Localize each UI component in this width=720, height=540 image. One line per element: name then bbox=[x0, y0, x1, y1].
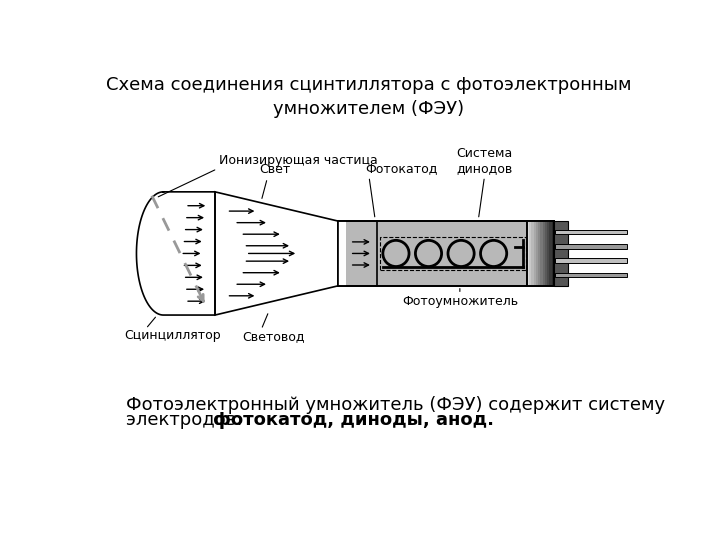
Polygon shape bbox=[554, 221, 567, 286]
Polygon shape bbox=[545, 221, 547, 286]
Text: Система
динодов: Система динодов bbox=[456, 147, 513, 175]
Text: Ионизирующая частица: Ионизирующая частица bbox=[219, 154, 377, 167]
Text: Фотоумножитель: Фотоумножитель bbox=[402, 295, 518, 308]
Polygon shape bbox=[137, 192, 215, 315]
Polygon shape bbox=[555, 244, 627, 249]
Text: электродов:: электродов: bbox=[127, 411, 248, 429]
Polygon shape bbox=[555, 273, 627, 278]
Text: Свет: Свет bbox=[260, 164, 291, 177]
Polygon shape bbox=[338, 221, 346, 286]
Polygon shape bbox=[555, 258, 627, 262]
Polygon shape bbox=[555, 230, 627, 234]
Text: Схема соединения сцинтиллятора с фотоэлектронным
умножителем (ФЭУ): Схема соединения сцинтиллятора с фотоэле… bbox=[107, 76, 631, 118]
Polygon shape bbox=[552, 221, 554, 286]
Text: Световод: Световод bbox=[242, 330, 305, 343]
Polygon shape bbox=[527, 221, 529, 286]
Polygon shape bbox=[538, 221, 540, 286]
Polygon shape bbox=[534, 221, 536, 286]
Polygon shape bbox=[549, 221, 552, 286]
Polygon shape bbox=[547, 221, 549, 286]
Polygon shape bbox=[338, 221, 554, 286]
Polygon shape bbox=[527, 221, 554, 286]
Polygon shape bbox=[529, 221, 531, 286]
Text: фотокатод, диноды, анод.: фотокатод, диноды, анод. bbox=[213, 411, 495, 429]
Polygon shape bbox=[531, 221, 534, 286]
Polygon shape bbox=[215, 192, 338, 315]
Text: Фотоэлектронный умножитель (ФЭУ) содержит систему: Фотоэлектронный умножитель (ФЭУ) содержи… bbox=[127, 396, 665, 414]
Polygon shape bbox=[543, 221, 545, 286]
Text: Фотокатод: Фотокатод bbox=[365, 162, 438, 175]
Text: Сцинциллятор: Сцинциллятор bbox=[124, 329, 221, 342]
Polygon shape bbox=[540, 221, 543, 286]
Polygon shape bbox=[536, 221, 538, 286]
